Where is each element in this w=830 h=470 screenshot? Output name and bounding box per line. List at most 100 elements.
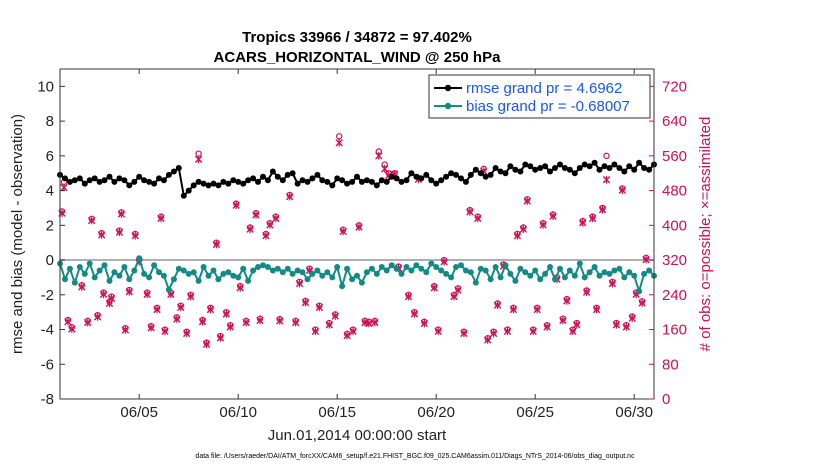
- bias-point: [532, 267, 539, 274]
- obs-assimilated-point: [222, 310, 231, 318]
- obs-possible-point: [603, 152, 610, 160]
- y-tick-label: 4: [46, 183, 54, 200]
- x-axis-label: Jun.01,2014 00:00:00 start: [268, 427, 447, 444]
- rmse-point: [591, 159, 598, 166]
- rmse-point: [547, 168, 553, 175]
- obs-assimilated-point: [161, 327, 169, 336]
- obs-assimilated-point: [266, 221, 274, 229]
- bias-point: [586, 269, 593, 276]
- obs-assimilated-point: [339, 227, 347, 236]
- bias-point: [309, 270, 316, 277]
- bias-point: [423, 269, 430, 276]
- y-tick-label: -8: [41, 391, 54, 408]
- obs-assimilated-point: [216, 333, 225, 342]
- bias-point: [482, 267, 489, 274]
- rmse-point: [552, 165, 558, 171]
- legend-bias-label: bias grand pr = -0.68007: [466, 98, 630, 115]
- obs-assimilated-point: [212, 240, 221, 249]
- bias-point: [512, 277, 519, 284]
- bias-point: [260, 262, 266, 269]
- obs-assimilated-point: [573, 320, 581, 329]
- rmse-point: [561, 165, 568, 171]
- rmse-point: [557, 161, 563, 168]
- bias-point: [408, 267, 415, 274]
- bias-point: [71, 279, 78, 286]
- obs-assimilated-point: [87, 216, 96, 225]
- rmse-point: [636, 159, 643, 166]
- rmse-point: [151, 180, 158, 187]
- rmse-point: [146, 178, 153, 185]
- obs-assimilated-point: [466, 208, 474, 216]
- bias-point: [621, 274, 628, 281]
- rmse-point: [393, 175, 400, 182]
- obs-assimilated-point: [252, 211, 260, 219]
- bias-point: [255, 264, 261, 270]
- bias-point: [230, 272, 237, 279]
- rmse-point: [230, 177, 237, 184]
- x-tick-label: 06/30: [615, 404, 653, 421]
- bias-point: [507, 270, 514, 277]
- obs-assimilated-point: [147, 323, 155, 332]
- obs-assimilated-point: [513, 231, 522, 240]
- rmse-point: [116, 175, 123, 182]
- rmse-point: [81, 180, 88, 187]
- y-right-tick-label: 400: [662, 217, 687, 234]
- rmse-point: [522, 161, 529, 168]
- bias-point: [175, 265, 182, 272]
- obs-assimilated-point: [157, 214, 165, 223]
- rmse-point: [413, 173, 420, 180]
- rmse-point: [502, 170, 509, 177]
- rmse-point: [467, 171, 474, 178]
- obs-assimilated-point: [450, 292, 458, 301]
- obs-assimilated-point: [206, 305, 215, 314]
- obs-assimilated-point: [68, 325, 76, 333]
- bias-point: [527, 272, 534, 279]
- obs-assimilated-point: [186, 292, 195, 301]
- rmse-point: [527, 163, 534, 170]
- obs-assimilated-point: [563, 297, 571, 305]
- obs-assimilated-point: [84, 318, 92, 327]
- legend: rmse grand pr = 4.6962 bias grand pr = -…: [428, 74, 651, 119]
- obs-assimilated-point: [295, 279, 304, 288]
- bias-point: [611, 267, 618, 274]
- obs-assimilated-point: [125, 287, 133, 296]
- bias-point: [349, 276, 356, 283]
- footer-data-file: data file: /Users/raeder/DAI/ATM_forcXX/…: [195, 453, 635, 460]
- obs-assimilated-point: [301, 298, 310, 307]
- rmse-point: [91, 175, 98, 182]
- rmse-point: [646, 166, 653, 173]
- rmse-point: [255, 178, 261, 185]
- obs-assimilated-point: [236, 284, 244, 292]
- obs-assimilated-point: [582, 288, 591, 297]
- legend-bias-marker: [444, 102, 452, 110]
- bias-point: [571, 272, 578, 279]
- rmse-point: [121, 177, 128, 184]
- bias-point: [215, 276, 222, 283]
- bias-point: [289, 270, 296, 277]
- rmse-point: [205, 182, 212, 189]
- rmse-point: [62, 175, 68, 182]
- obs-assimilated-point: [285, 192, 294, 201]
- rmse-point: [641, 165, 648, 171]
- obs-assimilated-point: [276, 317, 284, 325]
- bias-point: [581, 274, 588, 281]
- bias-point: [606, 270, 613, 277]
- obs-assimilated-point: [440, 257, 448, 266]
- obs-assimilated-point: [365, 319, 373, 328]
- obs-assimilated-point: [291, 318, 300, 327]
- bias-point: [96, 267, 103, 274]
- rmse-point: [309, 175, 316, 182]
- rmse-point: [438, 177, 445, 184]
- obs-assimilated-point: [608, 279, 617, 288]
- obs-assimilated-point: [410, 310, 419, 318]
- rmse-point: [269, 168, 276, 175]
- rmse-point: [334, 175, 341, 182]
- obs-assimilated-point: [64, 317, 72, 326]
- rmse-point: [497, 168, 504, 175]
- y-tick-label: 10: [37, 78, 54, 95]
- obs-assimilated-point: [198, 317, 207, 326]
- y-axis-label: rmse and bias (model - observation): [9, 114, 26, 354]
- rmse-point: [517, 168, 524, 175]
- obs-assimilated-point: [153, 305, 161, 314]
